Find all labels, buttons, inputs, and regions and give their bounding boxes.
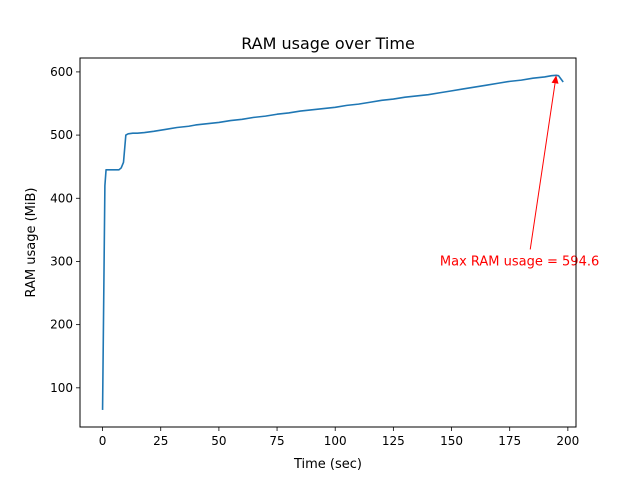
x-tick-label: 125 xyxy=(382,434,405,448)
plot-area: 0 25 50 75 100 125 150 175 200 100 200 300 400 500 600… xyxy=(50,65,599,448)
axes-frame xyxy=(79,57,577,428)
x-tick-label: 50 xyxy=(211,434,226,448)
y-tick-label: 500 xyxy=(50,128,73,142)
y-axis-label: RAM usage (MiB) xyxy=(24,188,39,298)
x-tick-label: 75 xyxy=(269,434,284,448)
y-tick-label: 200 xyxy=(50,318,73,332)
x-axis-label: Time (sec) xyxy=(293,457,362,472)
y-tick-label: 600 xyxy=(50,65,73,79)
x-tick-label: 200 xyxy=(556,434,579,448)
x-tick-label: 0 xyxy=(99,434,107,448)
annotation-arrow-head xyxy=(551,75,559,84)
x-tick-label: 100 xyxy=(324,434,347,448)
x-tick-label: 25 xyxy=(153,434,168,448)
y-tick-label: 100 xyxy=(50,381,73,395)
x-tick-label: 175 xyxy=(498,434,521,448)
y-tick-label: 300 xyxy=(50,254,73,268)
x-tick-label: 150 xyxy=(440,434,463,448)
max-ram-annotation: Max RAM usage = 594.6 xyxy=(440,254,599,269)
chart-title: RAM usage over Time xyxy=(241,34,415,53)
annotation-arrow-line xyxy=(529,83,556,250)
ram-usage-line xyxy=(101,74,564,410)
y-tick-label: 400 xyxy=(50,191,73,205)
